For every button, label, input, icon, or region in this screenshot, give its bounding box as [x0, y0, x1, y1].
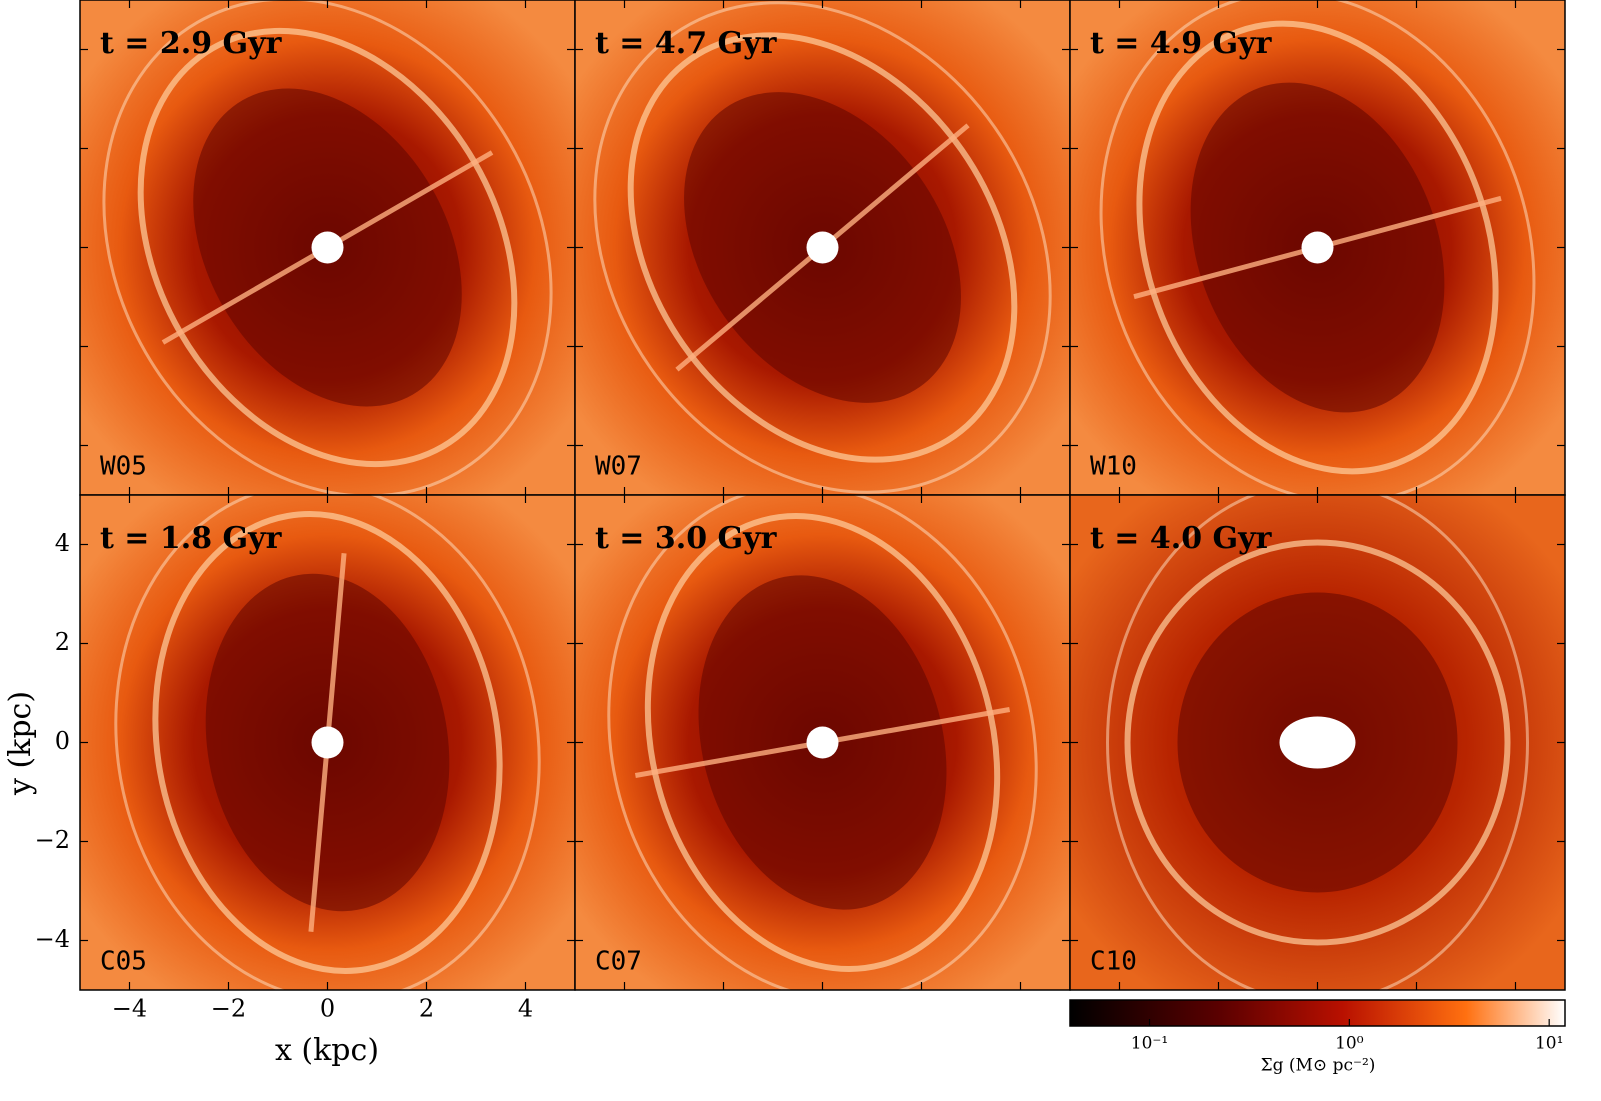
panel-label: C05: [100, 947, 147, 977]
panel-time: t = 1.8 Gyr: [100, 521, 283, 556]
panel: [80, 495, 575, 990]
colorbar-tick-label: 10¹: [1535, 1034, 1563, 1054]
y-tick-label: −4: [35, 925, 70, 953]
x-tick-label: 0: [320, 995, 335, 1023]
colorbar-label: Σg (M⊙ pc⁻²): [1261, 1056, 1376, 1076]
panel-time: t = 2.9 Gyr: [100, 26, 283, 61]
panel: [80, 0, 575, 495]
panel: [1070, 0, 1565, 495]
panel-label: C07: [595, 947, 642, 977]
gas-core: [1279, 716, 1356, 769]
gas-outer-ring: [607, 495, 1038, 990]
gas-core: [806, 726, 839, 759]
panel-label: W07: [595, 452, 642, 482]
panel: [575, 0, 1070, 495]
gas-ring: [1136, 20, 1499, 475]
gas-ring: [627, 32, 1018, 463]
panel-time: t = 4.9 Gyr: [1090, 26, 1273, 61]
gas-outer-ring: [1106, 495, 1529, 990]
x-tick-label: 2: [419, 995, 434, 1023]
y-tick-label: 4: [55, 529, 70, 557]
panel-time: t = 4.0 Gyr: [1090, 521, 1273, 556]
gas-ring: [152, 511, 503, 974]
panel-label: W10: [1090, 452, 1137, 482]
panel-time: t = 4.7 Gyr: [595, 26, 778, 61]
y-tick-label: −2: [35, 826, 70, 854]
gas-core: [311, 726, 344, 759]
gas-outer-ring: [114, 495, 541, 990]
y-tick-label: 0: [55, 727, 70, 755]
panel-label: W05: [100, 452, 147, 482]
colorbar-tick-label: 10⁰: [1335, 1034, 1364, 1054]
panel: [575, 495, 1070, 990]
gas-ring: [644, 513, 1001, 972]
gas-core: [1301, 231, 1334, 264]
x-axis-label: x (kpc): [275, 1033, 379, 1068]
x-tick-label: −2: [211, 995, 246, 1023]
gas-core: [806, 231, 839, 264]
panel-label: C10: [1090, 947, 1137, 977]
x-tick-label: −4: [112, 995, 147, 1023]
colorbar-tick-label: 10⁻¹: [1131, 1034, 1168, 1054]
y-tick-label: 2: [55, 628, 70, 656]
x-tick-label: 4: [518, 995, 533, 1023]
colorbar: [1069, 999, 1566, 1027]
gas-outer-ring: [1099, 0, 1536, 495]
gas-core: [311, 231, 344, 264]
panel-time: t = 3.0 Gyr: [595, 521, 778, 556]
gas-outer-ring: [593, 1, 1052, 494]
gas-outer-ring: [102, 0, 553, 495]
panel: [1070, 495, 1565, 990]
y-axis-label: y (kpc): [3, 691, 38, 796]
gas-ring: [1124, 539, 1511, 946]
